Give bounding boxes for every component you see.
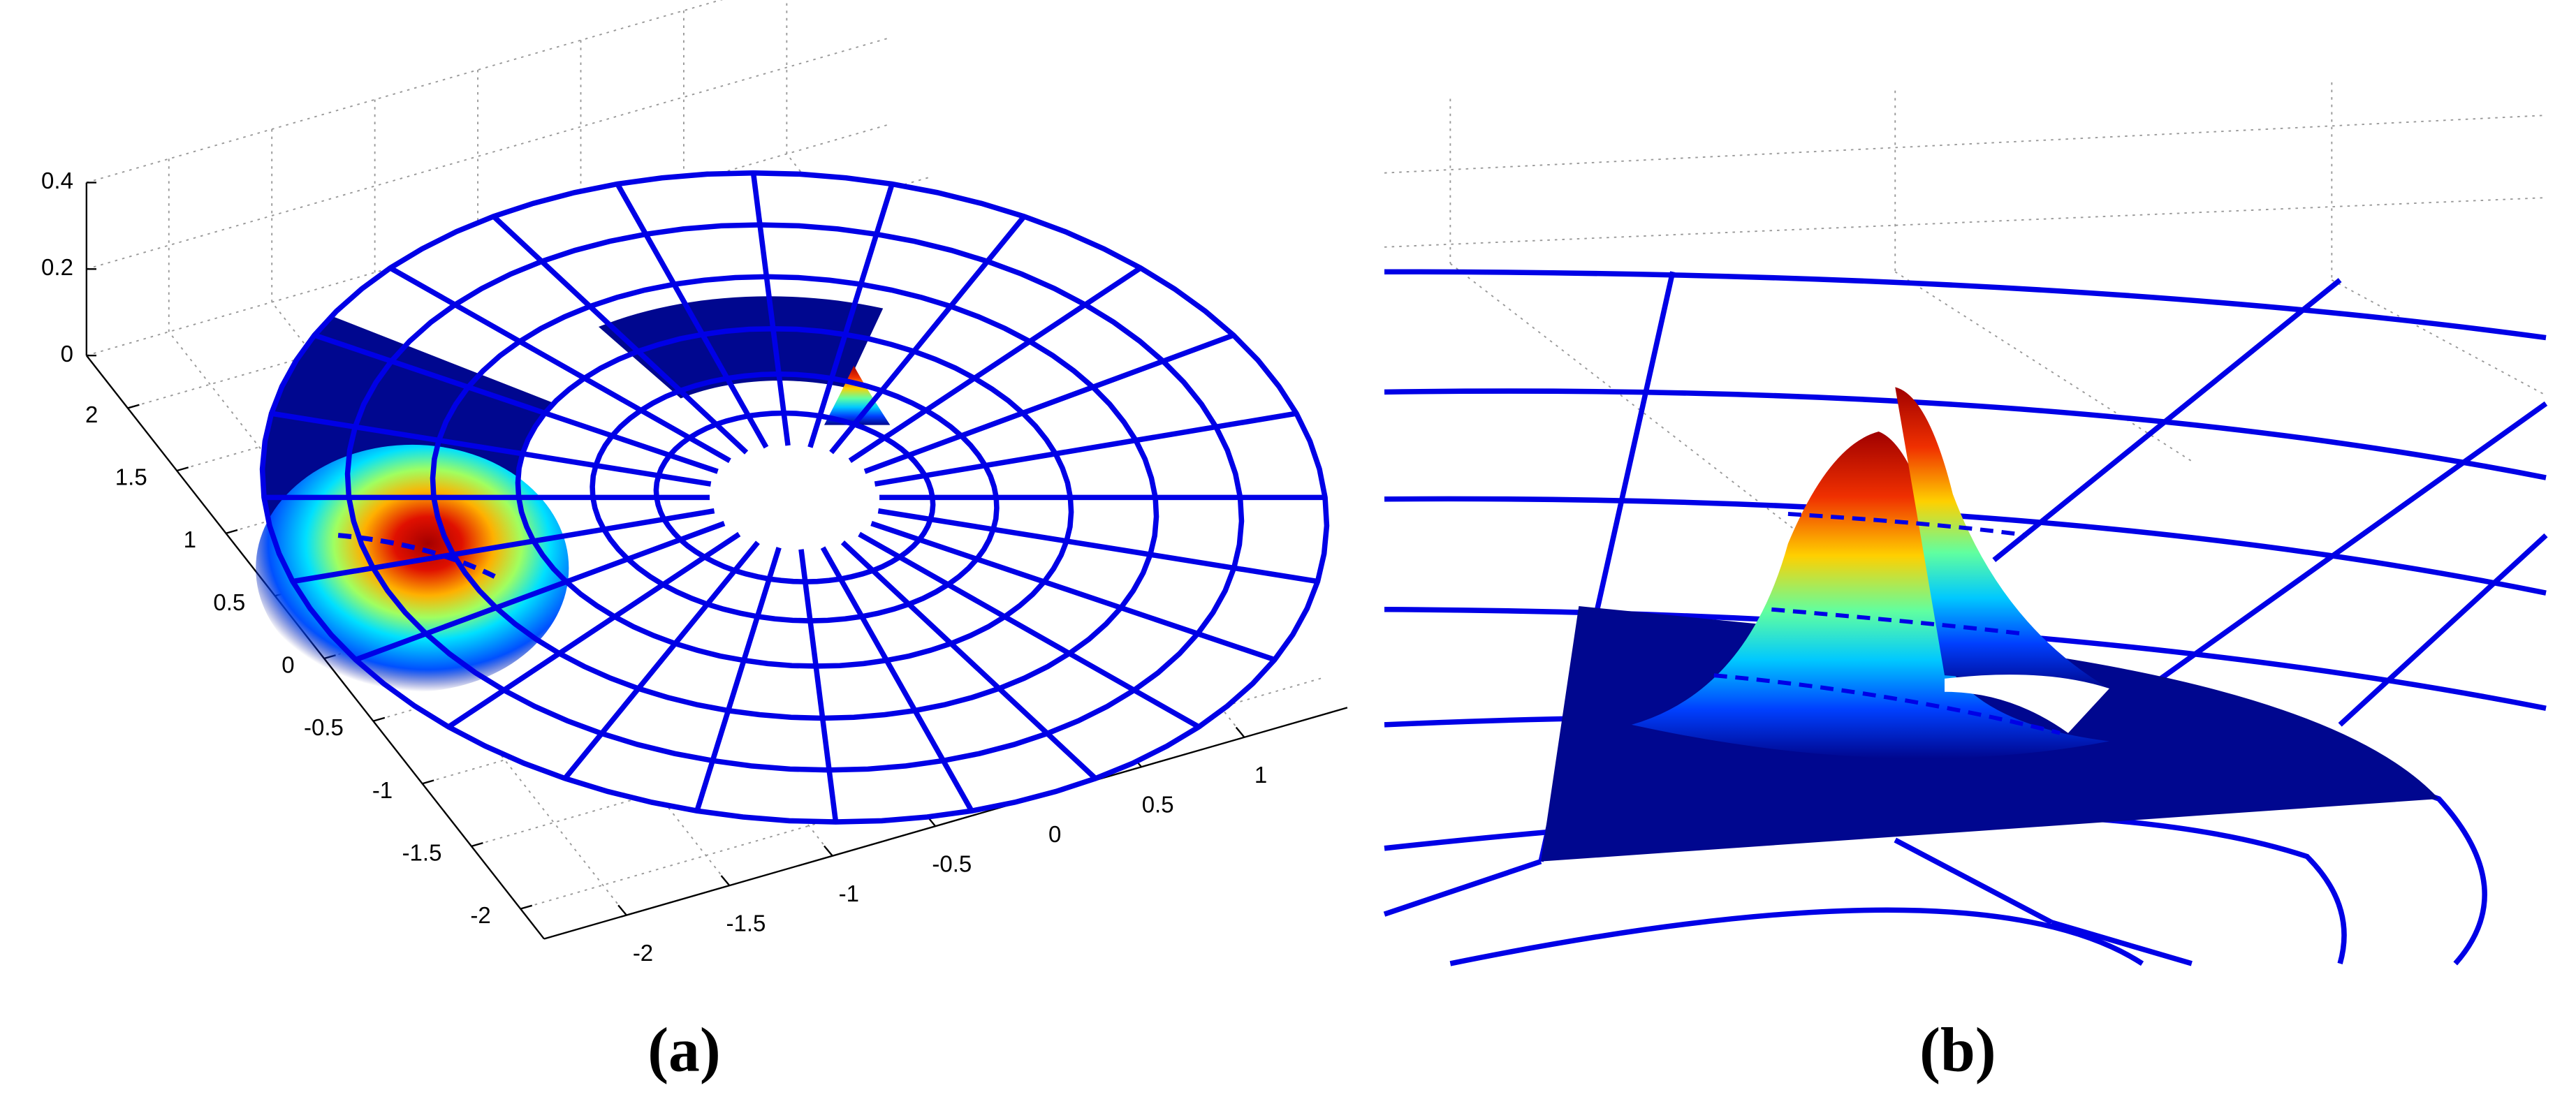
x-tick-label: -0.5 [932,851,972,877]
x-axis [543,707,1348,940]
mesh-spoke [750,172,791,446]
grid-line [86,0,724,184]
x-tick [824,845,833,857]
y-tick-label: 2 [85,402,98,427]
mesh-spoke [807,183,895,448]
x-tick-label: -1.5 [726,910,766,936]
y-tick-label: -0.5 [304,714,344,740]
mesh-spoke [615,182,769,449]
y-tick [176,466,189,472]
x-tick [617,904,627,916]
y-tick [226,529,238,534]
zoom-peak-slice [1895,387,2109,689]
y-tick [520,904,533,910]
mesh-spoke [447,531,741,730]
mesh-spoke [848,265,1142,463]
zoom-peak [1631,432,2109,759]
zoom-cut [1945,675,2109,733]
mesh-spoke [863,332,1235,474]
y-tick [422,779,434,785]
mesh-spoke [694,547,782,812]
y-tick-label: -1 [372,777,393,803]
y-tick-label: 1.5 [115,464,147,490]
y-tick [127,404,140,409]
mesh-spoke [829,214,1027,455]
mesh-spoke [858,531,1201,730]
mesh-spoke [354,521,726,663]
y-tick [471,842,483,848]
panel-b [1383,82,2548,966]
y-tick-label: -2 [470,902,490,928]
sector [598,296,884,399]
z-tick-label: 0.2 [41,254,73,280]
mesh-spoke [840,540,1097,781]
mesh-spoke [877,508,1319,584]
y-tick-label: -1.5 [402,839,442,865]
mesh-spoke [798,549,839,823]
y-tick [373,716,386,722]
x-tick-label: -1 [839,881,859,906]
x-tick-label: 1 [1254,762,1267,788]
panel-label: (b) [1919,1015,1996,1084]
panel-a: -2 -1.5 -1 -0.5 0 0.5 1 -2 -1.5 -1 -0.5 0 0.5 1 1.5 2 0 0… [41,0,1348,966]
mesh-spoke [388,265,731,464]
x-tick-label: 0 [1048,821,1061,847]
z-tick-label: 0.4 [41,168,73,193]
mesh-spoke [562,540,760,781]
x-tick [1235,726,1245,738]
y-tick-label: 1 [184,527,196,552]
zoom-grid [1384,82,2547,545]
heat-peak [824,365,891,425]
mesh-spoke [874,411,1297,487]
mesh-spoke [870,520,1276,663]
z-tick-label: 0 [61,341,73,367]
x-tick-label: 0.5 [1142,792,1174,818]
mesh-dash [337,533,496,579]
mesh-spoke [292,508,715,584]
x-tick-label: -2 [633,940,653,966]
y-tick-label: 0 [281,651,294,677]
heat-blob [256,444,569,692]
mesh-spoke [314,332,719,474]
mesh-spoke [820,546,974,813]
zoom-mesh-hidden [1713,512,2061,735]
mesh-spoke [492,214,749,455]
panel-label: (a) [647,1015,721,1084]
x-tick [720,875,731,886]
mesh-spoke [270,411,712,487]
y-tick-label: 0.5 [213,589,245,615]
